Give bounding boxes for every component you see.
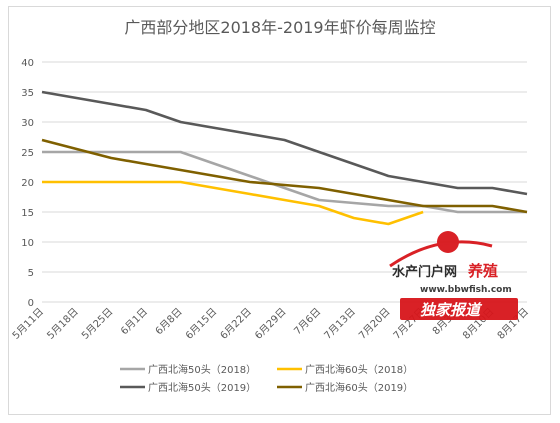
- x-tick-label: 6月8日: [153, 306, 185, 338]
- y-tick-label: 20: [21, 178, 34, 189]
- series-line-3: [41, 138, 528, 214]
- y-tick-label: 15: [21, 208, 34, 219]
- x-tick-label: 6月1日: [118, 306, 150, 338]
- y-tick-label: 0: [28, 298, 34, 309]
- y-tick-label: 30: [21, 118, 34, 129]
- x-tick-label: 6月15日: [183, 306, 219, 342]
- x-tick-label: 6月29日: [252, 306, 288, 342]
- y-tick-label: 25: [21, 148, 34, 159]
- legend-label-0: 广西北海50头（2018）: [148, 363, 256, 376]
- legend: 广西北海50头（2018） 广西北海60头（2018） 广西北海50头（2019） 广…: [120, 363, 413, 394]
- x-tick-label: 5月25日: [79, 306, 115, 342]
- watermark-banner: [400, 298, 518, 320]
- watermark-line2: www.bbwfish.com: [420, 285, 512, 295]
- y-tick-label: 5: [28, 268, 34, 279]
- x-tick-label: 5月18日: [45, 306, 81, 342]
- watermark-line3: 独家报道: [420, 301, 483, 319]
- y-tick-label: 40: [21, 58, 34, 69]
- legend-label-3: 广西北海60头（2019）: [305, 381, 413, 394]
- x-tick-label: 7月6日: [292, 306, 324, 338]
- bbwfish-watermark-logo: 水产门户网 养殖 www.bbwfish.com 独家报道: [389, 231, 518, 320]
- y-axis-ticks: 0 5 10 15 20 25 30 35 40: [21, 58, 34, 309]
- y-tick-label: 35: [21, 88, 34, 99]
- x-tick-label: 6月22日: [218, 306, 254, 342]
- series-line-1: [42, 180, 424, 226]
- series-lines: [41, 90, 528, 226]
- y-tick-label: 10: [21, 238, 34, 249]
- x-tick-label: 5月11日: [10, 306, 46, 342]
- legend-label-2: 广西北海50头（2019）: [148, 381, 256, 394]
- series-line-0: [42, 150, 527, 214]
- logo-swoosh: [389, 240, 493, 268]
- series-line-2: [41, 90, 528, 196]
- chart-frame: [8, 6, 551, 415]
- watermark-line1-accent: 养殖: [467, 262, 498, 280]
- x-tick-label: 7月13日: [322, 306, 358, 342]
- chart-title: 广西部分地区2018年-2019年虾价每周监控: [124, 18, 436, 37]
- legend-label-1: 广西北海60头（2018）: [305, 363, 413, 376]
- watermark-line1: 水产门户网: [392, 264, 457, 280]
